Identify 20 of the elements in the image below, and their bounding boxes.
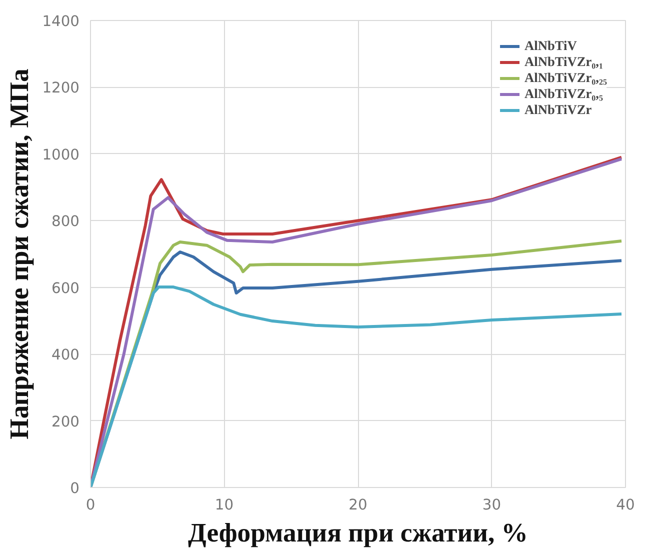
- legend-label: AlNbTiVZr₀,₁: [524, 54, 604, 70]
- x-tick-label: 20: [348, 496, 368, 514]
- x-tick-label: 10: [214, 496, 234, 514]
- x-axis-title: Деформация при сжатии, %: [188, 518, 528, 548]
- legend-label: AlNbTiV: [524, 38, 577, 54]
- x-tick-label: 30: [482, 496, 502, 514]
- y-axis-title: Напряжение при сжатии, МПа: [4, 68, 34, 440]
- legend-label: AlNbTiVZr: [524, 102, 592, 118]
- y-tick-label: 200: [52, 413, 80, 430]
- y-tick-label: 1400: [42, 13, 80, 30]
- y-tick-label: 600: [52, 280, 80, 297]
- legend-label: AlNbTiVZr₀,₅: [524, 86, 604, 102]
- x-tick-label: 0: [86, 496, 96, 514]
- y-tick-label: 1000: [42, 146, 80, 164]
- x-tick-label: 40: [616, 496, 635, 514]
- y-tick-label: 1200: [42, 80, 80, 97]
- y-tick-label: 800: [52, 213, 80, 230]
- y-tick-label: 400: [52, 346, 80, 364]
- legend-label: AlNbTiVZr₀,₂₅: [524, 70, 607, 86]
- y-tick-label: 0: [70, 480, 80, 497]
